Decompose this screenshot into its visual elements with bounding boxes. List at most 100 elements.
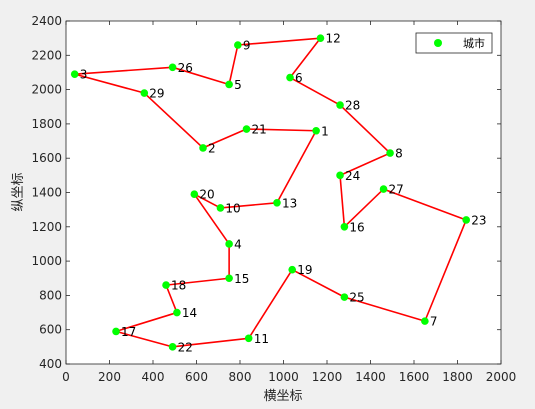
x-tick-label: 600: [185, 370, 208, 384]
route-segment: [248, 269, 293, 339]
city-label: 8: [395, 147, 403, 161]
y-tick-label: 1800: [31, 117, 62, 131]
route-segment: [237, 37, 321, 46]
city-point: [336, 171, 344, 180]
city-point: [199, 144, 207, 152]
x-tick-label: 1600: [399, 370, 430, 384]
route-segment: [339, 152, 391, 177]
city-point: [216, 204, 225, 212]
route-lines: [74, 37, 467, 348]
city-label: 19: [297, 263, 312, 277]
city-point: [312, 126, 320, 135]
route-segment: [228, 44, 239, 85]
city-point: [190, 190, 199, 199]
city-label: 7: [430, 315, 438, 329]
city-point: [244, 334, 253, 343]
y-tick-label: 1000: [31, 254, 62, 268]
city-label: 12: [325, 32, 340, 46]
city-label: 9: [243, 39, 251, 53]
legend: 城市: [415, 32, 493, 54]
city-point: [336, 101, 344, 109]
y-tick-label: 2000: [31, 83, 62, 97]
city-point: [173, 308, 181, 317]
city-label: 6: [295, 71, 303, 85]
city-point: [286, 73, 294, 82]
city-label: 1: [321, 124, 329, 138]
city-point: [340, 293, 349, 301]
city-point: [225, 274, 233, 283]
city-label: 17: [121, 325, 136, 339]
city-label: 18: [171, 279, 186, 293]
city-label: 14: [182, 306, 197, 320]
route-segment: [165, 284, 178, 313]
y-tick-label: 2400: [31, 14, 62, 28]
x-tick-labels: 0 200 400 600 800 1000 1200 1400 1600 1800 2000: [62, 370, 516, 384]
city-point: [225, 240, 233, 248]
city-label: 26: [178, 61, 193, 75]
city-label: 29: [149, 87, 164, 101]
city-label: 25: [349, 291, 364, 305]
city-label: 20: [199, 188, 214, 202]
x-tick-label: 200: [98, 370, 121, 384]
route-segment: [276, 130, 317, 204]
route-segment: [115, 330, 173, 348]
x-tick-label: 1400: [355, 370, 386, 384]
city-point: [288, 265, 297, 274]
city-point: [340, 223, 349, 231]
city-label: 15: [234, 272, 249, 286]
city-point: [112, 327, 120, 336]
city-point: [140, 89, 149, 97]
route-segment: [344, 296, 426, 322]
city-point: [462, 216, 471, 224]
plot-area: [65, 20, 502, 365]
city-point: [234, 41, 242, 49]
city-label: 5: [234, 78, 242, 92]
legend-box: [415, 32, 493, 54]
route-segment: [172, 337, 249, 348]
x-tick-label: 1000: [268, 370, 299, 384]
route-segment: [383, 188, 467, 221]
y-tick-label: 600: [39, 323, 62, 337]
route-segment: [143, 92, 204, 149]
city-point: [168, 63, 177, 72]
y-tick-label: 1600: [31, 151, 62, 165]
city-label: 24: [345, 169, 360, 183]
city-point: [379, 185, 388, 193]
route-segment: [193, 193, 230, 245]
city-point: [386, 149, 394, 157]
y-tick-labels: 400 600 800 1000 1200 1400 1600 1800 2000 2200 240…: [31, 14, 62, 371]
route-segment: [339, 175, 346, 227]
route-segment: [220, 201, 278, 209]
y-tick-label: 1200: [31, 220, 62, 234]
route-segment: [291, 268, 345, 298]
city-label: 4: [234, 237, 242, 251]
x-tick-label: 1200: [312, 370, 343, 384]
route-segment: [165, 277, 230, 286]
city-label: 13: [282, 196, 297, 210]
route-segment: [74, 66, 173, 75]
x-tick-label: 2000: [486, 370, 517, 384]
city-label: 10: [225, 201, 240, 215]
route-segment: [202, 128, 247, 149]
city-point: [70, 70, 79, 78]
route-segment: [424, 219, 467, 322]
route-segment: [115, 311, 178, 333]
route-segment: [343, 188, 385, 228]
x-axis-label: 横坐标: [263, 389, 302, 404]
y-tick-label: 1400: [31, 186, 62, 200]
city-label: 11: [254, 332, 269, 346]
x-tick-label: 400: [142, 370, 165, 384]
city-label: 23: [471, 213, 486, 227]
y-tick-label: 2200: [31, 48, 62, 62]
legend-marker-icon: [434, 39, 442, 47]
y-tick-label: 400: [39, 357, 62, 371]
city-points: [70, 34, 471, 351]
route-segment: [74, 73, 145, 94]
city-point: [162, 281, 170, 289]
legend-entry-label: 城市: [463, 36, 485, 50]
route-segment: [246, 128, 317, 132]
y-tick-label: 800: [39, 288, 62, 302]
route-segment: [289, 76, 341, 106]
